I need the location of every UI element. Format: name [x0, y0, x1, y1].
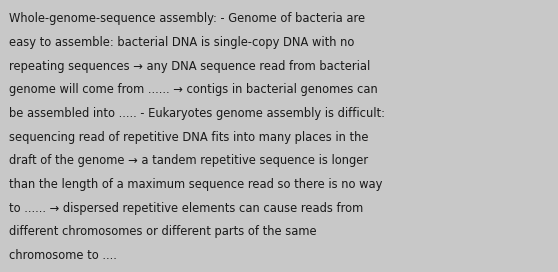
Text: genome will come from ...... → contigs in bacterial genomes can: genome will come from ...... → contigs i…	[9, 83, 378, 96]
Text: be assembled into ..... - Eukaryotes genome assembly is difficult:: be assembled into ..... - Eukaryotes gen…	[9, 107, 385, 120]
Text: draft of the genome → a tandem repetitive sequence is longer: draft of the genome → a tandem repetitiv…	[9, 154, 368, 167]
Text: than the length of a maximum sequence read so there is no way: than the length of a maximum sequence re…	[9, 178, 382, 191]
Text: different chromosomes or different parts of the same: different chromosomes or different parts…	[9, 225, 316, 238]
Text: chromosome to ....: chromosome to ....	[9, 249, 117, 262]
Text: easy to assemble: bacterial DNA is single-copy DNA with no: easy to assemble: bacterial DNA is singl…	[9, 36, 354, 49]
Text: Whole-genome-sequence assembly: - Genome of bacteria are: Whole-genome-sequence assembly: - Genome…	[9, 12, 365, 25]
Text: to ...... → dispersed repetitive elements can cause reads from: to ...... → dispersed repetitive element…	[9, 202, 363, 215]
Text: repeating sequences → any DNA sequence read from bacterial: repeating sequences → any DNA sequence r…	[9, 60, 370, 73]
Text: sequencing read of repetitive DNA fits into many places in the: sequencing read of repetitive DNA fits i…	[9, 131, 368, 144]
